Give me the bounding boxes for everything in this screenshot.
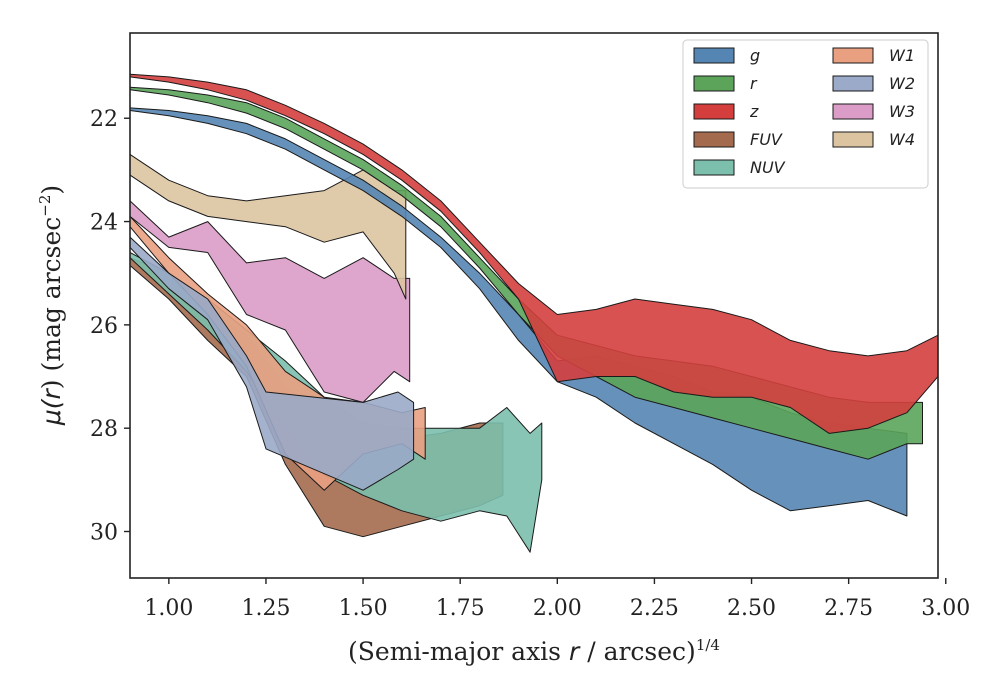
- x-tick-label: 3.00: [921, 596, 970, 621]
- x-tick-label: 1.25: [241, 596, 290, 621]
- x-tick-label: 2.50: [727, 596, 776, 621]
- legend: grz FUV NUV W1 W2 W3 W4: [682, 39, 929, 189]
- y-tick-label: 24: [90, 211, 118, 236]
- x-axis-ticks: 1.00 1.25 1.50 1.75 2.00 2.25 2.50 2.75 3.00: [144, 578, 970, 621]
- legend-swatch-g: [693, 47, 735, 64]
- x-tick-label: 2.25: [630, 596, 679, 621]
- legend-label-nuv: NUV: [750, 158, 786, 177]
- x-tick-label: 1.50: [339, 596, 388, 621]
- y-tick-label: 30: [90, 521, 118, 546]
- legend-swatch-z: [693, 103, 735, 120]
- legend-label-fuv: FUV: [750, 130, 783, 149]
- legend-swatch-w3: [832, 103, 874, 120]
- legend-swatch-w1: [832, 47, 874, 64]
- x-tick-label: 1.00: [144, 596, 193, 621]
- legend-swatch-w2: [832, 75, 874, 92]
- y-tick-label: 28: [90, 417, 118, 442]
- x-axis-title: (Semi-major axis r / arcsec)1/4: [348, 636, 720, 666]
- x-tick-label: 2.00: [533, 596, 582, 621]
- band-w4: [129, 153, 407, 300]
- x-tick-label: 1.75: [436, 596, 485, 621]
- y-axis-title: μ(r) (mag arcsec−2): [36, 185, 66, 426]
- y-axis-ticks: 22 24 26 28 30: [90, 107, 130, 546]
- y-tick-label: 22: [90, 107, 118, 132]
- legend-label-w1: W1: [889, 46, 915, 65]
- band-w2: [129, 236, 415, 491]
- legend-swatch-fuv: [693, 131, 735, 148]
- legend-label-r: r: [750, 74, 758, 93]
- y-tick-label: 26: [90, 314, 118, 339]
- x-tick-label: 2.75: [824, 596, 873, 621]
- plot-frame: [129, 32, 939, 579]
- legend-label-w2: W2: [889, 74, 915, 93]
- legend-label-w3: W3: [889, 102, 915, 121]
- legend-label-w4: W4: [889, 130, 915, 149]
- band-w3: [129, 200, 411, 403]
- legend-swatch-r: [693, 75, 735, 92]
- legend-label-g: g: [750, 46, 760, 65]
- legend-label-z: z: [749, 102, 759, 121]
- legend-swatch-nuv: [693, 159, 735, 176]
- profile-bands: [129, 73, 939, 553]
- legend-swatch-w4: [832, 131, 874, 148]
